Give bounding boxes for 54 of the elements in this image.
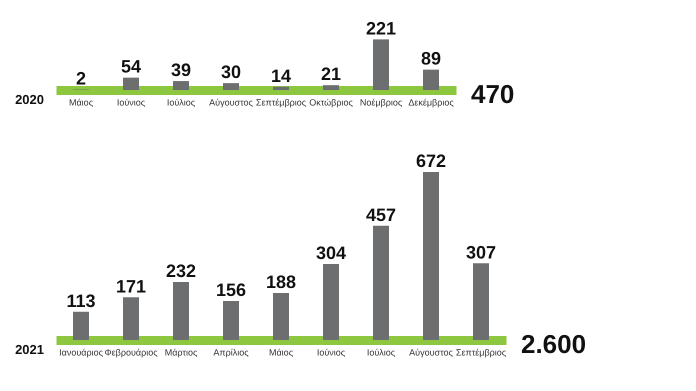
bar [223, 301, 239, 340]
data-label: 221 [366, 18, 396, 38]
x-tick-label: Ιανουάριος [59, 348, 104, 358]
bar [73, 312, 89, 340]
data-label: 30 [220, 62, 242, 82]
data-label: 672 [416, 151, 446, 171]
x-tick-label: Μάιος [268, 348, 294, 358]
x-tick-label: Νοέμβριος [360, 98, 403, 108]
x-tick-label: Σεπτέμβριος [456, 348, 507, 358]
x-tick-label: Ιούνιος [116, 98, 146, 108]
bar [323, 85, 339, 90]
data-label: 307 [466, 242, 496, 262]
bar [423, 172, 439, 340]
bar [423, 70, 439, 90]
text: 470 [471, 79, 514, 109]
bar [373, 39, 389, 90]
bar [373, 226, 389, 340]
data-label: 171 [116, 276, 146, 296]
bar [273, 293, 289, 340]
bar [473, 263, 489, 340]
data-label: 39 [170, 60, 192, 80]
data-label: 188 [266, 272, 296, 292]
x-tick-label: Δεκέμβριος [408, 98, 454, 108]
data-label: 457 [366, 204, 396, 225]
bar [123, 78, 139, 90]
data-label: 113 [66, 290, 96, 311]
bar [323, 264, 339, 340]
x-tick-label: Μάρτιος [164, 348, 198, 358]
x-tick-label: Μάιος [68, 98, 94, 108]
x-tick-label: Φεβρουάριος [104, 348, 158, 358]
data-label: 156 [216, 280, 246, 300]
x-tick-label: Ιούλιος [166, 98, 196, 108]
data-label: 232 [166, 261, 196, 281]
bar [173, 81, 189, 90]
x-tick-label: Αύγουστος [409, 348, 454, 358]
data-label: 89 [420, 48, 442, 69]
data-label: 54 [120, 56, 142, 77]
bar [123, 297, 139, 340]
data-label: 14 [270, 66, 292, 86]
x-tick-label: Ιούλιος [366, 348, 396, 358]
x-tick-label: Αύγουστος [209, 98, 254, 108]
text: 2020 [15, 92, 44, 107]
text: 2021 [15, 342, 44, 357]
data-label: 304 [316, 243, 346, 263]
x-tick-label: Οκτώβριος [309, 98, 354, 108]
text: 2.600 [521, 329, 586, 359]
bar [273, 86, 289, 90]
x-tick-label: Απρίλιος [213, 348, 250, 358]
data-label: 21 [320, 64, 342, 84]
bar [173, 282, 189, 340]
x-tick-label: Σεπτέμβριος [256, 98, 307, 108]
x-tick-label: Ιούνιος [316, 348, 346, 358]
data-label: 2 [76, 68, 86, 89]
bar [223, 83, 239, 90]
